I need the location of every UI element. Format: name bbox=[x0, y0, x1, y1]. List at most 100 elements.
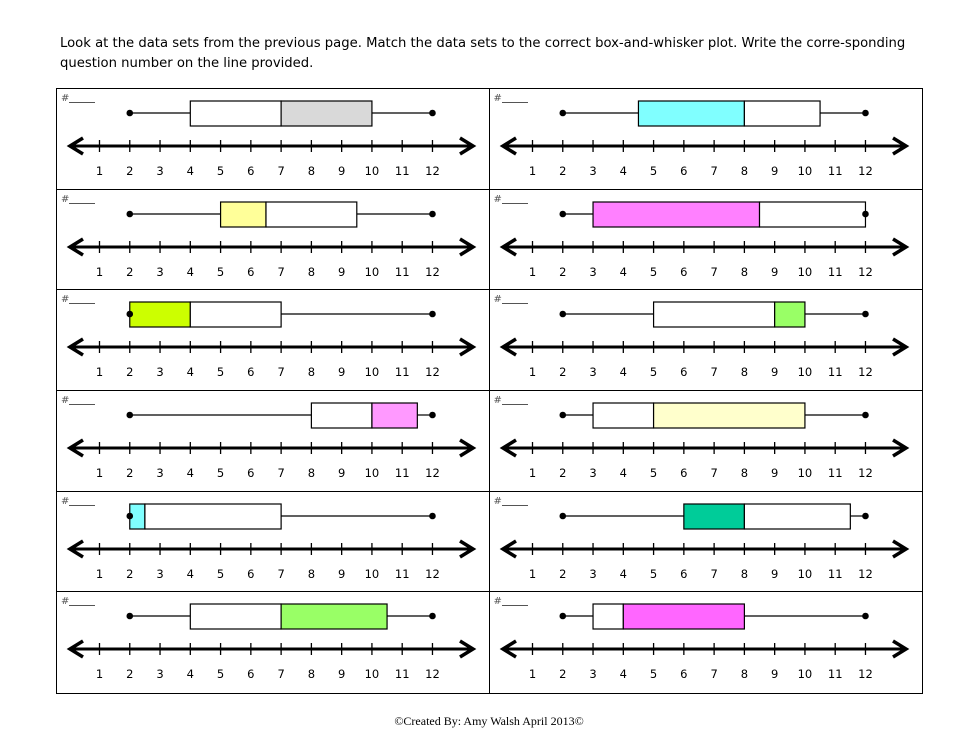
tick-label: 3 bbox=[589, 164, 596, 178]
max-point bbox=[429, 109, 436, 117]
tick-label: 8 bbox=[308, 365, 315, 379]
answer-line[interactable] bbox=[501, 294, 528, 305]
answer-blank[interactable]: # bbox=[494, 93, 528, 104]
tick-label: 7 bbox=[277, 265, 284, 279]
tick-label: 8 bbox=[740, 667, 747, 681]
arrow-right-icon bbox=[459, 639, 477, 659]
box-lower-half bbox=[189, 100, 282, 127]
tick-label: 2 bbox=[126, 265, 133, 279]
tick-label: 6 bbox=[680, 164, 687, 178]
answer-blank[interactable]: # bbox=[61, 294, 96, 305]
tick-label: 12 bbox=[858, 667, 873, 681]
tick-label: 2 bbox=[126, 567, 133, 581]
tick-label: 6 bbox=[247, 667, 254, 681]
max-point bbox=[861, 613, 869, 620]
answer-line[interactable] bbox=[69, 496, 96, 506]
max-point bbox=[429, 411, 436, 419]
answer-blank[interactable]: # bbox=[61, 395, 96, 406]
answer-blank[interactable]: # bbox=[61, 596, 96, 607]
answer-blank[interactable]: # bbox=[61, 194, 96, 205]
tick-label: 8 bbox=[740, 365, 747, 379]
tick-label: 6 bbox=[247, 567, 254, 581]
plot-grid: #1 2 3 4 5 6 7 8 9 10 11 12 #1 2 3 4 5 6 7 8 9 10 11 12 #1 2 3 4 5 6 7… bbox=[56, 88, 923, 694]
tick-label: 6 bbox=[680, 265, 687, 279]
box-lower-half bbox=[652, 301, 775, 328]
answer-blank[interactable]: # bbox=[494, 496, 528, 507]
tick-label: 12 bbox=[858, 164, 873, 178]
answer-line[interactable] bbox=[501, 596, 528, 607]
tick-label: 7 bbox=[710, 667, 717, 681]
answer-blank[interactable]: # bbox=[494, 294, 528, 305]
answer-line[interactable] bbox=[69, 194, 96, 204]
tick-label: 6 bbox=[247, 164, 254, 178]
answer-blank[interactable]: # bbox=[494, 596, 528, 607]
tick-label: 11 bbox=[395, 466, 410, 480]
min-point bbox=[126, 109, 134, 117]
tick-label: 6 bbox=[247, 466, 254, 480]
answer-line[interactable] bbox=[69, 294, 96, 305]
tick-label: 8 bbox=[740, 466, 747, 480]
min-point bbox=[126, 311, 134, 318]
answer-line[interactable] bbox=[69, 596, 96, 607]
answer-blank[interactable]: # bbox=[494, 194, 528, 205]
tick-label: 5 bbox=[649, 567, 656, 581]
tick-label: 10 bbox=[797, 667, 812, 681]
box-lower-half bbox=[591, 201, 760, 228]
answer-blank[interactable]: # bbox=[494, 395, 528, 406]
tick-label: 1 bbox=[96, 164, 103, 178]
tick-label: 10 bbox=[797, 466, 812, 480]
box-plot: 1 2 3 4 5 6 7 8 9 10 11 12 bbox=[499, 603, 909, 681]
tick-label: 8 bbox=[308, 567, 315, 581]
tick-label: 4 bbox=[619, 667, 626, 681]
answer-prefix: # bbox=[493, 193, 502, 205]
box-lower-half bbox=[591, 402, 654, 429]
arrow-right-icon bbox=[891, 237, 909, 257]
box-plot: 1 2 3 4 5 6 7 8 9 10 11 12 bbox=[66, 402, 477, 480]
box-plot: 1 2 3 4 5 6 7 8 9 10 11 12 bbox=[66, 503, 477, 581]
box-upper-half bbox=[773, 301, 806, 328]
tick-label: 3 bbox=[156, 667, 163, 681]
box-lower-half bbox=[129, 301, 191, 328]
answer-line[interactable] bbox=[501, 194, 528, 204]
box-upper-half bbox=[758, 201, 866, 228]
answer-prefix: # bbox=[493, 596, 502, 608]
max-point bbox=[429, 210, 436, 217]
tick-label: 8 bbox=[740, 265, 747, 279]
arrow-right-icon bbox=[459, 438, 477, 458]
tick-label: 7 bbox=[277, 164, 284, 178]
tick-label: 1 bbox=[528, 667, 535, 681]
max-point bbox=[861, 311, 869, 318]
answer-line[interactable] bbox=[69, 395, 96, 405]
tick-label: 9 bbox=[338, 365, 345, 379]
answer-blank[interactable]: # bbox=[61, 93, 96, 104]
arrow-left-icon bbox=[499, 136, 517, 156]
max-point bbox=[429, 613, 436, 620]
answer-blank[interactable]: # bbox=[61, 496, 96, 507]
tick-label: 5 bbox=[217, 365, 224, 379]
tick-label: 4 bbox=[187, 466, 194, 480]
tick-label: 10 bbox=[797, 567, 812, 581]
answer-line[interactable] bbox=[501, 496, 528, 506]
tick-label: 4 bbox=[187, 265, 194, 279]
box-plot-panel: #1 2 3 4 5 6 7 8 9 10 11 12 bbox=[490, 592, 923, 693]
answer-line[interactable] bbox=[501, 395, 528, 405]
tick-label: 6 bbox=[247, 365, 254, 379]
tick-label: 9 bbox=[770, 466, 777, 480]
arrow-left-icon bbox=[66, 438, 84, 458]
tick-label: 1 bbox=[528, 466, 535, 480]
tick-label: 4 bbox=[619, 466, 626, 480]
arrow-right-icon bbox=[459, 539, 477, 559]
tick-label: 9 bbox=[770, 567, 777, 581]
answer-line[interactable] bbox=[501, 93, 528, 103]
box-plot: 1 2 3 4 5 6 7 8 9 10 11 12 bbox=[499, 301, 909, 379]
tick-label: 4 bbox=[187, 567, 194, 581]
tick-label: 1 bbox=[96, 365, 103, 379]
answer-prefix: # bbox=[493, 394, 502, 406]
box-lower-half bbox=[310, 402, 373, 429]
arrow-left-icon bbox=[499, 237, 517, 257]
tick-label: 9 bbox=[770, 265, 777, 279]
max-point bbox=[861, 210, 869, 217]
tick-label: 7 bbox=[277, 667, 284, 681]
box-plot: 1 2 3 4 5 6 7 8 9 10 11 12 bbox=[499, 100, 909, 178]
answer-line[interactable] bbox=[69, 93, 96, 103]
